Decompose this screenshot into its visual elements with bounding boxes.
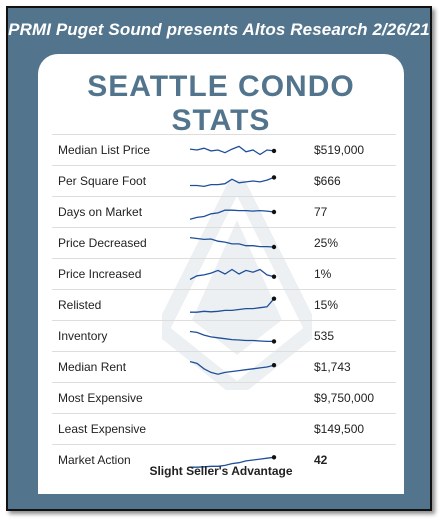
stat-label: Median List Price	[58, 143, 151, 157]
sparkline-trend-line	[190, 176, 275, 188]
sparkline-end-dot	[271, 175, 277, 180]
stat-label: Inventory	[58, 329, 108, 343]
stat-value: $149,500	[314, 422, 365, 436]
stat-label: Days on Market	[58, 205, 143, 219]
stat-row: Days on Market 77	[52, 197, 396, 228]
sparkline-chart	[190, 455, 277, 468]
stat-row: Most Expensive $9,750,000	[52, 383, 396, 414]
stat-value: 15%	[314, 298, 339, 312]
stats-table: Median List Price $519,000 Per Square Foot…	[52, 134, 396, 475]
stat-value: 1%	[314, 267, 332, 281]
sparkline-end-dot	[271, 363, 277, 368]
sparkline-trend-line	[190, 456, 275, 468]
stat-label: Market Action	[58, 453, 131, 467]
sparkline-trend-line	[189, 360, 275, 375]
sparkline-trend-line	[189, 145, 275, 156]
sparkline-chart	[189, 268, 277, 280]
stat-label: Price Decreased	[58, 236, 147, 250]
sparkline-end-dot	[271, 455, 277, 460]
sparkline-end-dot	[271, 244, 277, 250]
stat-row: Price Increased 1%	[52, 259, 396, 290]
stat-row: Price Decreased 25%	[52, 228, 396, 259]
stat-value: $519,000	[314, 143, 365, 157]
infographic-frame: PRMI Puget Sound presents Altos Research…	[6, 6, 432, 511]
stat-label: Price Increased	[58, 267, 142, 281]
stat-value: 77	[314, 205, 328, 219]
sparkline-chart	[189, 236, 277, 250]
stat-value: $1,743	[314, 360, 351, 374]
sparkline-trend-line	[189, 236, 275, 248]
sparkline-chart	[190, 175, 277, 188]
sparkline-end-dot	[271, 339, 277, 344]
stat-value: $9,750,000	[314, 391, 375, 405]
stat-value: 42	[314, 453, 328, 467]
sparkline-chart	[190, 296, 277, 313]
stat-value: 535	[314, 329, 335, 343]
stat-value: $666	[314, 174, 341, 188]
stat-label: Relisted	[58, 298, 102, 312]
stat-label: Most Expensive	[58, 391, 143, 405]
sparkline-trend-line	[189, 268, 275, 280]
sparkline-end-dot	[271, 209, 277, 215]
sparkline-chart	[189, 360, 277, 375]
stat-row: Relisted 15%	[52, 290, 396, 321]
sparkline-trend-line	[189, 330, 274, 343]
stat-row: Inventory 535	[52, 321, 396, 352]
sparkline-chart	[189, 330, 277, 344]
stat-row: Per Square Foot $666	[52, 166, 396, 197]
sparkline-end-dot	[271, 296, 277, 301]
sparkline-end-dot	[271, 148, 277, 154]
stat-row: Median List Price $519,000	[52, 134, 396, 166]
stat-row: Least Expensive $149,500	[52, 414, 396, 445]
stat-value: 25%	[314, 236, 339, 250]
sparkline-trend-line	[189, 209, 275, 220]
stat-row: Market Action 42	[52, 445, 396, 475]
page-title: SEATTLE CONDO STATS	[87, 70, 355, 137]
header-title: PRMI Puget Sound presents Altos Research…	[8, 20, 430, 39]
pyramid-watermark-icon	[162, 180, 312, 390]
sparkline-chart	[189, 209, 277, 220]
sparkline-chart	[189, 145, 277, 156]
market-status-caption: Slight Seller's Advantage	[149, 464, 293, 478]
stat-row: Median Rent $1,743	[52, 352, 396, 383]
stat-label: Per Square Foot	[58, 174, 147, 188]
sparkline-trend-line	[190, 298, 275, 313]
stat-label: Least Expensive	[58, 422, 147, 436]
sparkline-end-dot	[271, 274, 277, 279]
stat-label: Median Rent	[58, 360, 127, 374]
stats-card: SEATTLE CONDO STATS Median List Price $51…	[38, 54, 404, 494]
